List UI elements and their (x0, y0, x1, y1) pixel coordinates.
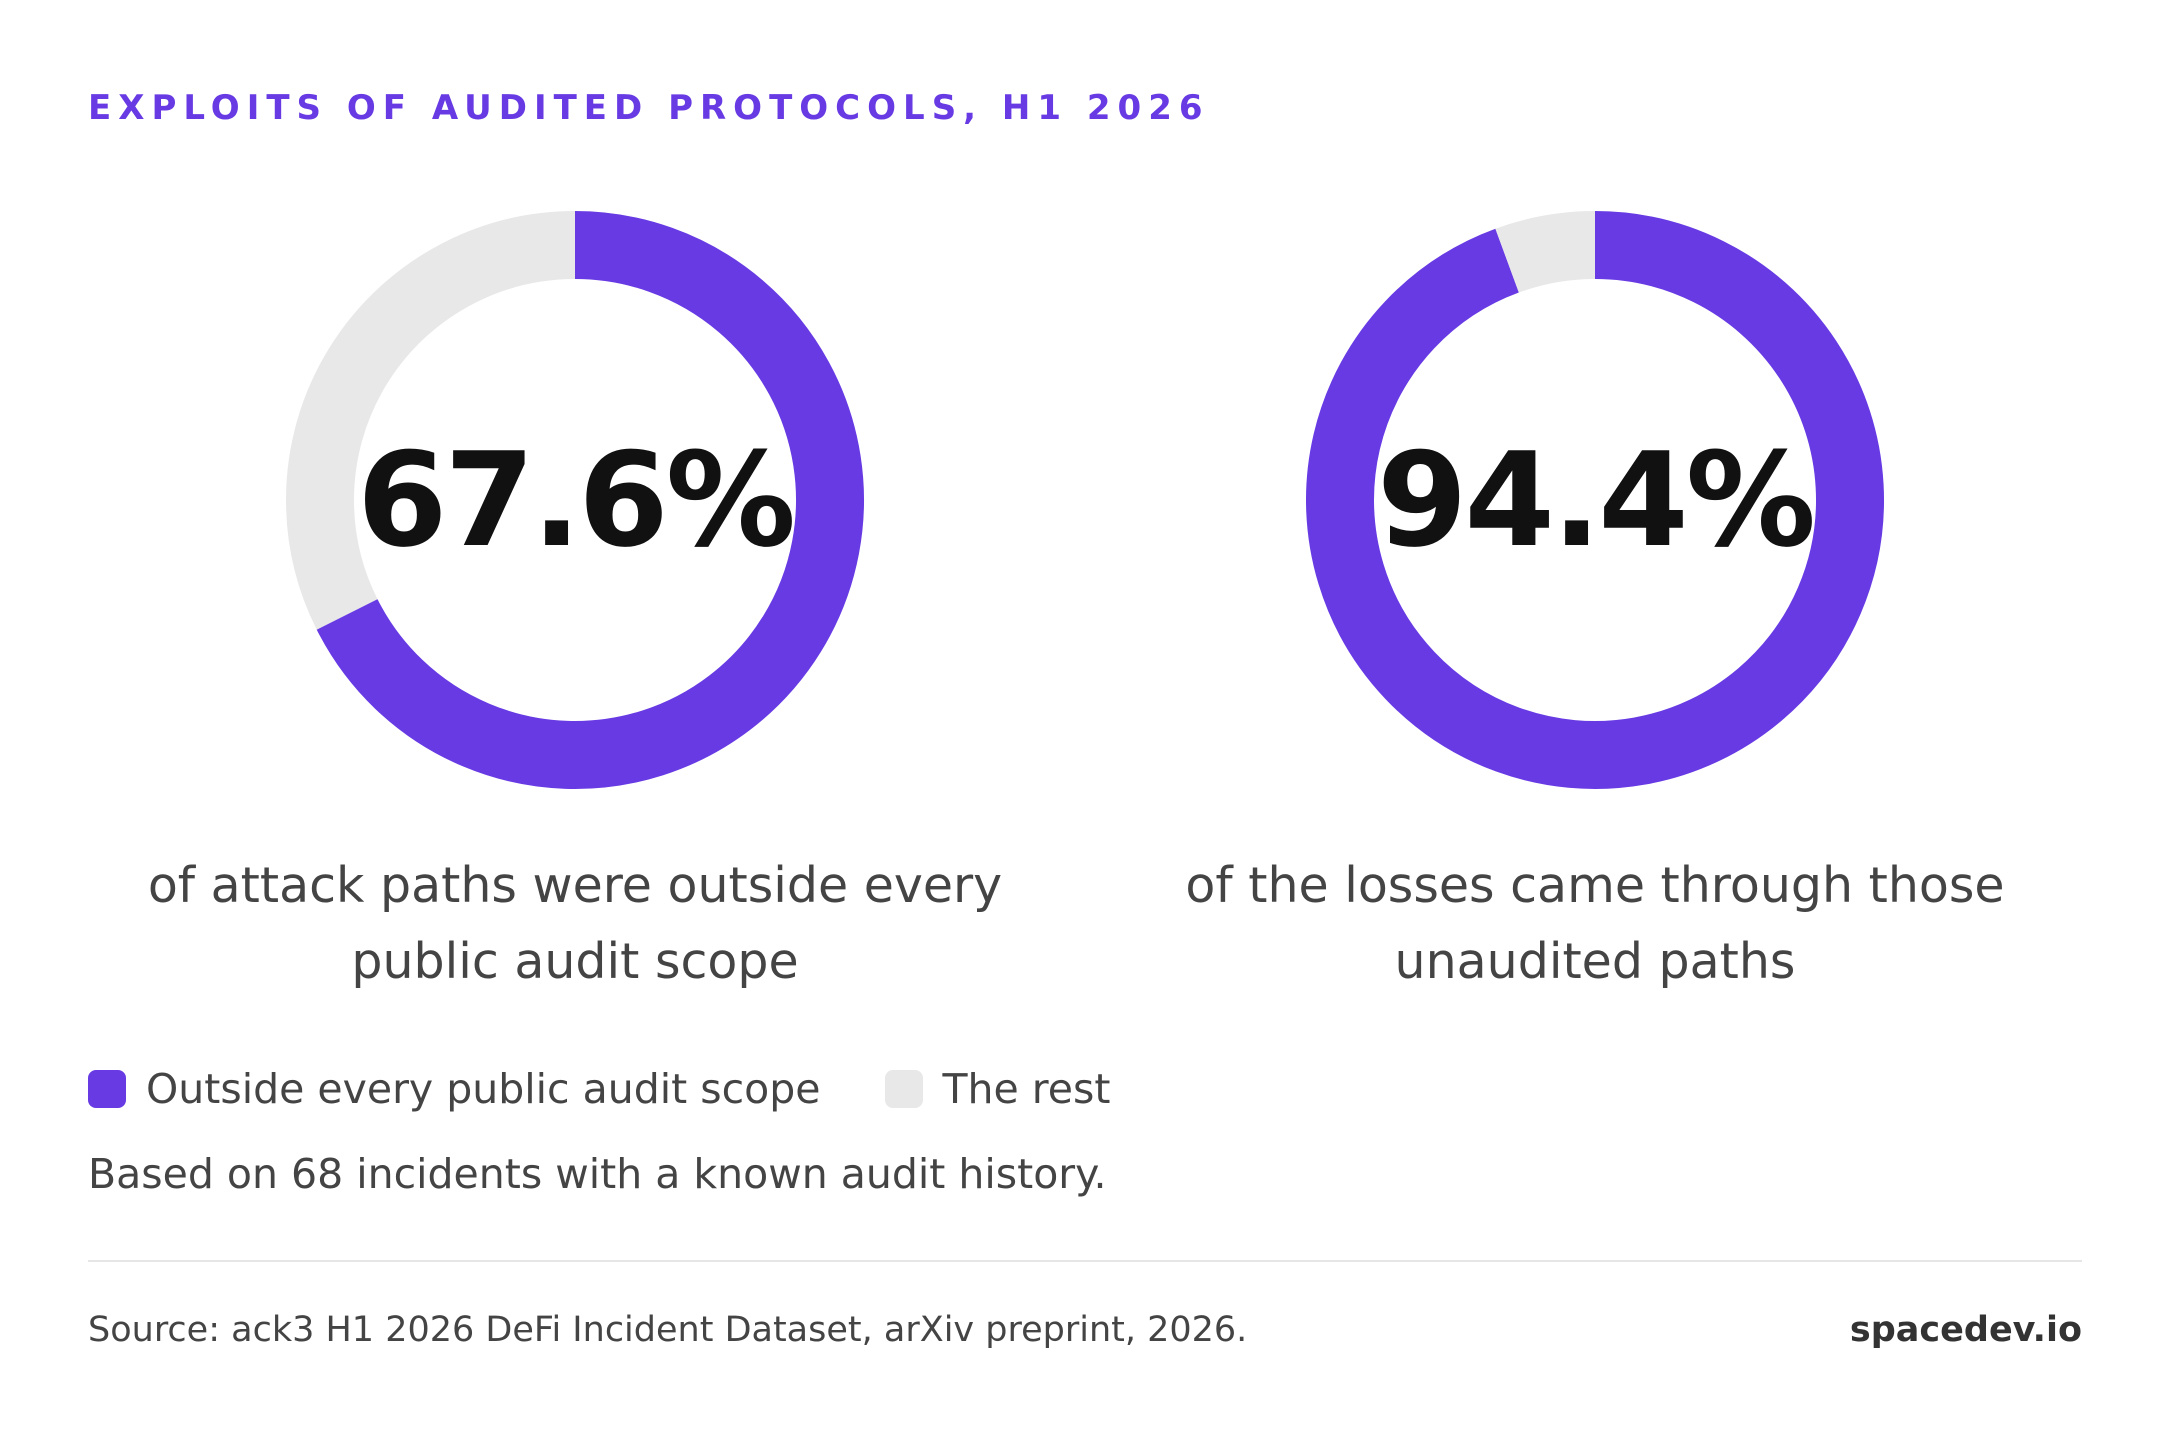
donut-value-label: 94.4% (1376, 424, 1816, 576)
donut-slice-rest (286, 211, 576, 630)
donut-svg (1306, 211, 1884, 789)
legend-swatch-outside (88, 1070, 126, 1108)
donut-wrap: 94.4% (1305, 210, 1885, 790)
legend-item-outside: Outside every public audit scope (88, 1065, 821, 1113)
donut-caption: of attack paths were outside every publi… (95, 848, 1055, 1000)
donut-slice-rest (1495, 211, 1596, 293)
footer-divider (88, 1260, 2082, 1262)
donut-caption: of the losses came through those unaudit… (1115, 848, 2075, 1000)
legend-swatch-rest (884, 1070, 923, 1108)
donut-caption-line: unaudited paths (1394, 933, 1796, 990)
donut-caption-line: of attack paths were outside every (147, 857, 1003, 914)
donut-slice-outside (1306, 211, 1884, 789)
donut-caption-line: of the losses came through those (1185, 857, 2005, 914)
donut-caption-line: public audit scope (351, 933, 799, 990)
chart-note: Based on 68 incidents with a known audit… (88, 1150, 1107, 1198)
donut-wrap: 67.6% (285, 210, 865, 790)
source-citation: Source: ack3 H1 2026 DeFi Incident Datas… (88, 1310, 1248, 1350)
donut-chart-attack-paths: 67.6% of attack paths were outside every… (95, 210, 1055, 1000)
donut-value-label: 67.6% (356, 424, 796, 576)
donut-svg (286, 211, 864, 789)
legend-label-outside: Outside every public audit scope (146, 1065, 821, 1113)
chart-eyebrow-title: EXPLOITS OF AUDITED PROTOCOLS, H1 2026 (88, 88, 1210, 128)
legend-label-rest: The rest (942, 1065, 1111, 1113)
donut-slice-outside (316, 211, 864, 789)
legend-item-rest: The rest (884, 1065, 1111, 1113)
donut-chart-losses: 94.4% of the losses came through those u… (1115, 210, 2075, 1000)
brand-logo-text: spacedev.io (1849, 1310, 2082, 1350)
chart-legend: Outside every public audit scope The res… (88, 1065, 1110, 1113)
